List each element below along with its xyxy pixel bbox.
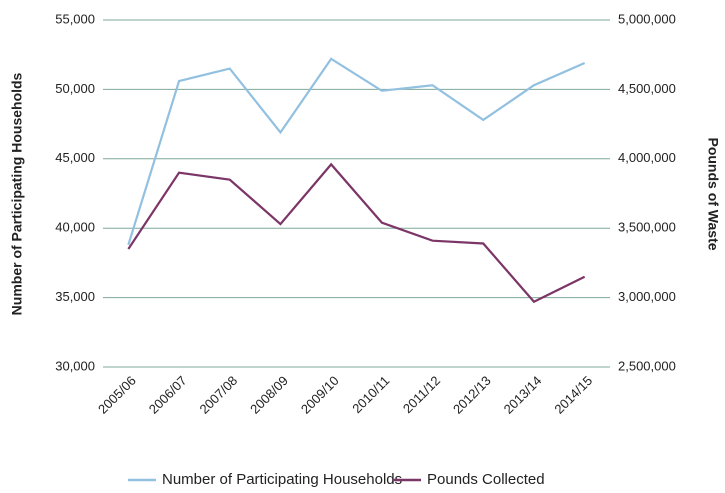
x-tick-label: 2009/10: [298, 373, 342, 417]
y2-tick-label: 3,500,000: [618, 220, 676, 235]
x-tick-label: 2010/11: [349, 373, 392, 416]
y2-tick-label: 4,500,000: [618, 81, 676, 96]
legend-label: Pounds Collected: [427, 471, 545, 488]
y-axis-title: Number of Participating Households: [9, 72, 25, 315]
y-tick-label: 30,000: [55, 358, 95, 373]
y-tick-label: 45,000: [55, 150, 95, 165]
y2-axis-title: Pounds of Waste: [705, 137, 721, 250]
x-tick-label: 2013/14: [501, 373, 545, 417]
x-tick-label: 2012/13: [450, 373, 494, 417]
x-tick-label: 2011/12: [400, 373, 443, 416]
y2-tick-label: 5,000,000: [618, 11, 676, 26]
x-tick-label: 2005/06: [95, 373, 139, 417]
y-tick-label: 50,000: [55, 81, 95, 96]
y2-tick-label: 4,000,000: [618, 150, 676, 165]
line-series: [127, 57, 586, 246]
y-tick-label: 55,000: [55, 11, 95, 26]
y2-tick-label: 2,500,000: [618, 358, 676, 373]
y2-tick-label: 3,000,000: [618, 289, 676, 304]
x-tick-label: 2006/07: [146, 373, 190, 417]
x-tick-label: 2007/08: [196, 373, 240, 417]
y-tick-label: 40,000: [55, 220, 95, 235]
x-tick-label: 2014/15: [551, 373, 595, 417]
line-series: [127, 162, 586, 304]
y-tick-label: 35,000: [55, 289, 95, 304]
legend-label: Number of Participating Households: [162, 471, 402, 488]
x-tick-label: 2008/09: [247, 373, 291, 417]
